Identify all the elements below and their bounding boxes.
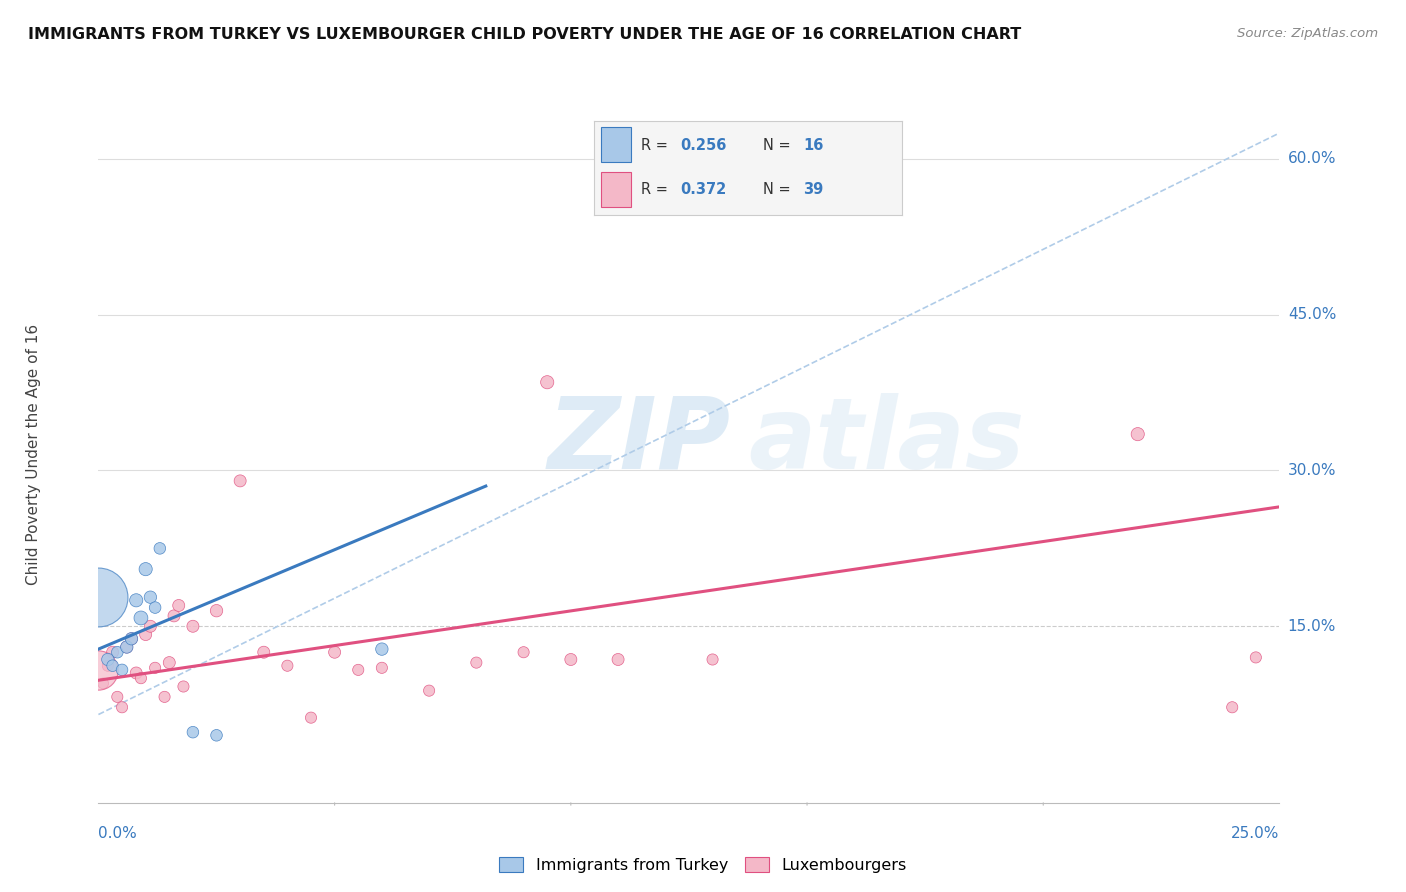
Point	[101, 658, 124, 673]
Point	[512, 645, 534, 659]
Point	[205, 728, 228, 742]
Point	[143, 661, 166, 675]
Point	[181, 619, 204, 633]
Point	[172, 680, 194, 694]
Point	[121, 632, 143, 646]
Point	[371, 661, 394, 675]
Point	[253, 645, 276, 659]
Point	[125, 593, 148, 607]
Point	[135, 627, 157, 641]
Point	[97, 658, 120, 673]
Text: atlas: atlas	[748, 392, 1025, 490]
Point	[129, 611, 152, 625]
Point	[536, 376, 558, 390]
Point	[125, 665, 148, 680]
Point	[97, 652, 120, 666]
Point	[1244, 650, 1267, 665]
Text: ZIP: ZIP	[547, 392, 730, 490]
Point	[299, 711, 322, 725]
Point	[323, 645, 346, 659]
Point	[115, 640, 138, 654]
Text: 30.0%: 30.0%	[1288, 463, 1336, 478]
Point	[129, 671, 152, 685]
Text: 0.0%: 0.0%	[98, 826, 138, 840]
Point	[101, 645, 124, 659]
Point	[1220, 700, 1243, 714]
Point	[157, 656, 180, 670]
Point	[111, 663, 134, 677]
Legend: Immigrants from Turkey, Luxembourgers: Immigrants from Turkey, Luxembourgers	[494, 851, 912, 880]
Point	[135, 562, 157, 576]
Point	[139, 619, 162, 633]
Point	[91, 676, 114, 690]
Point	[167, 599, 190, 613]
Point	[418, 683, 440, 698]
Point	[607, 178, 630, 192]
Point	[115, 640, 138, 654]
Text: Source: ZipAtlas.com: Source: ZipAtlas.com	[1237, 27, 1378, 40]
Text: IMMIGRANTS FROM TURKEY VS LUXEMBOURGER CHILD POVERTY UNDER THE AGE OF 16 CORRELA: IMMIGRANTS FROM TURKEY VS LUXEMBOURGER C…	[28, 27, 1021, 42]
Point	[560, 652, 582, 666]
Point	[87, 590, 110, 604]
Text: Child Poverty Under the Age of 16: Child Poverty Under the Age of 16	[25, 325, 41, 585]
Point	[105, 645, 128, 659]
Text: 45.0%: 45.0%	[1288, 307, 1336, 322]
Point	[181, 725, 204, 739]
Point	[149, 541, 172, 556]
Text: 60.0%: 60.0%	[1288, 152, 1336, 167]
Point	[111, 700, 134, 714]
Point	[205, 604, 228, 618]
Point	[143, 600, 166, 615]
Point	[139, 590, 162, 604]
Point	[121, 632, 143, 646]
Point	[607, 652, 630, 666]
Point	[371, 642, 394, 657]
Point	[702, 652, 724, 666]
Point	[153, 690, 176, 704]
Point	[347, 663, 370, 677]
Point	[87, 663, 110, 677]
Point	[1126, 427, 1149, 442]
Text: 15.0%: 15.0%	[1288, 619, 1336, 633]
Point	[163, 608, 186, 623]
Point	[229, 474, 252, 488]
Point	[276, 658, 298, 673]
Point	[465, 656, 488, 670]
Point	[105, 690, 128, 704]
Text: 25.0%: 25.0%	[1232, 826, 1279, 840]
